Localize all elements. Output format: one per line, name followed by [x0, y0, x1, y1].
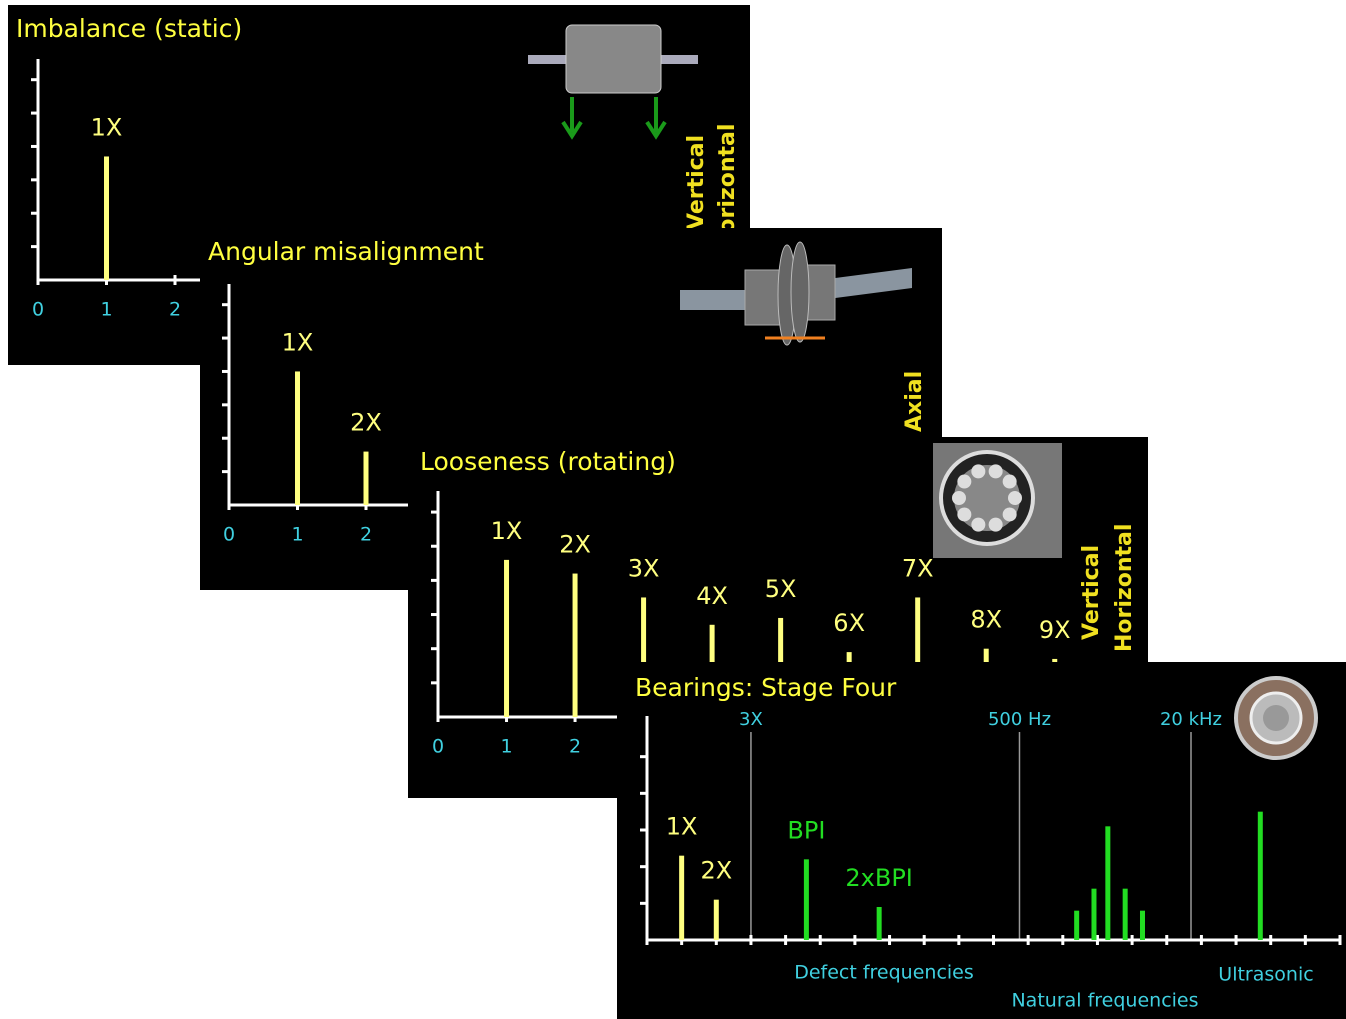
- ball: [971, 518, 985, 532]
- peak-label: BPI: [787, 816, 825, 844]
- page: Imbalance (static) 0 1 2 1X Vertical Horizonta…: [0, 0, 1346, 1019]
- peak-label: 4X: [696, 582, 728, 610]
- side-label: Axial: [902, 371, 927, 432]
- side-label: Vertical: [684, 135, 709, 230]
- bar: [714, 900, 719, 940]
- bar: [364, 452, 369, 505]
- peak-label: 2X: [559, 531, 591, 559]
- x-tick-label: 1: [100, 299, 112, 321]
- marker-label: 20 kHz: [1160, 709, 1222, 730]
- bar: [1105, 826, 1110, 940]
- chart-title: Imbalance (static): [16, 14, 242, 43]
- bar: [295, 371, 300, 505]
- region-label: Defect frequencies: [794, 962, 974, 984]
- bar: [804, 859, 809, 940]
- x-tick-label: 1: [500, 736, 512, 758]
- x-tick-label: 2: [169, 299, 181, 321]
- peak-label: 5X: [765, 575, 797, 603]
- peak-label: 1X: [282, 328, 314, 356]
- chart-title: Bearings: Stage Four: [635, 673, 897, 702]
- chart-title: Looseness (rotating): [420, 447, 676, 476]
- x-tick-label: 2: [360, 524, 372, 546]
- x-tick-label: 0: [32, 299, 44, 321]
- peak-label: 1X: [491, 517, 523, 545]
- bar: [573, 574, 578, 717]
- marker-label: 3X: [739, 709, 763, 730]
- ball: [989, 518, 1003, 532]
- peak-label: 2X: [700, 857, 732, 885]
- side-label: Vertical: [1079, 545, 1104, 640]
- x-tick-label: 0: [432, 736, 444, 758]
- peak-label: 9X: [1039, 616, 1071, 644]
- bar: [1123, 889, 1128, 940]
- region-label: Ultrasonic: [1218, 964, 1313, 986]
- peak-label: 1X: [666, 813, 698, 841]
- bar: [679, 856, 684, 940]
- bar: [504, 560, 509, 717]
- bar: [1140, 911, 1145, 940]
- bore: [1263, 705, 1289, 731]
- ball: [957, 507, 971, 521]
- bar: [1074, 911, 1079, 940]
- peak-label: 8X: [970, 606, 1002, 634]
- rotor: [566, 25, 661, 93]
- ball: [952, 491, 966, 505]
- ball: [1008, 491, 1022, 505]
- peak-label: 6X: [833, 609, 865, 637]
- x-tick-label: 2: [569, 736, 581, 758]
- flange: [791, 242, 809, 342]
- hub: [745, 270, 780, 325]
- chart-title: Angular misalignment: [208, 237, 484, 266]
- bar: [877, 907, 882, 940]
- bar: [1091, 889, 1096, 940]
- x-tick-label: 1: [291, 524, 303, 546]
- x-tick-label: 0: [223, 524, 235, 546]
- region-label: Natural frequencies: [1011, 990, 1198, 1012]
- peak-label: 7X: [902, 554, 934, 582]
- peak-label: 2X: [350, 409, 382, 437]
- peak-label: 1X: [91, 113, 123, 141]
- bar: [104, 156, 109, 280]
- ball: [1003, 507, 1017, 521]
- side-label: Horizontal: [1112, 524, 1137, 652]
- ball: [989, 464, 1003, 478]
- peak-label: 2xBPI: [845, 864, 913, 892]
- ball: [971, 464, 985, 478]
- bar: [1258, 812, 1263, 940]
- peak-label: 3X: [628, 554, 660, 582]
- ball: [957, 475, 971, 489]
- ball: [1003, 475, 1017, 489]
- marker-label: 500 Hz: [988, 709, 1051, 730]
